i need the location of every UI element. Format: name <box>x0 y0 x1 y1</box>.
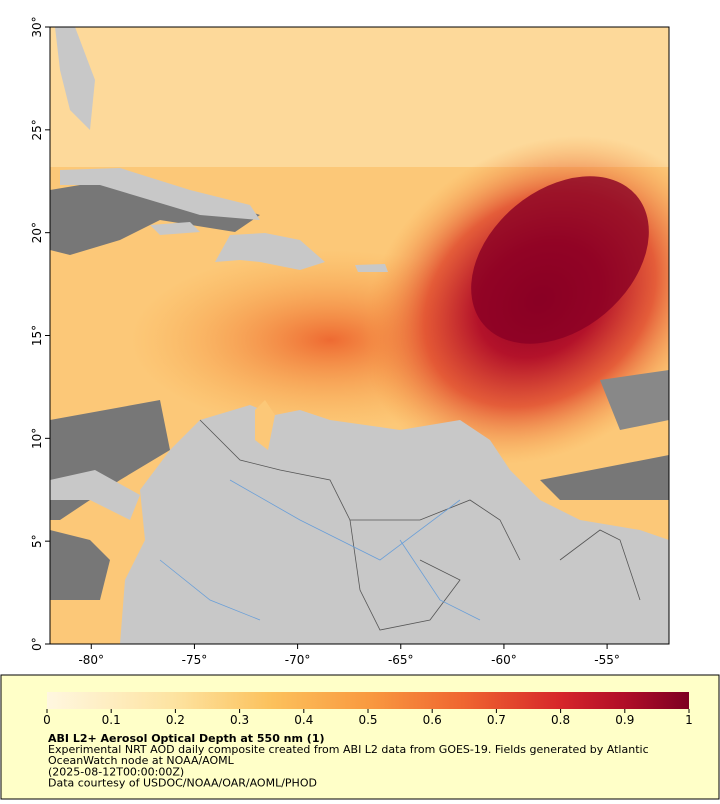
colorbar-tick-label: 0.2 <box>166 713 185 727</box>
colorbar-tick-label: 0.4 <box>294 713 313 727</box>
caption-line: Data courtesy of USDOC/NOAA/OAR/AOML/PHO… <box>48 777 317 790</box>
colorbar-tick-label: 0.7 <box>487 713 506 727</box>
y-tick-label: 25° <box>30 119 44 140</box>
x-tick-label: -75° <box>182 653 208 667</box>
colorbar-tick-label: 0.3 <box>230 713 249 727</box>
caption-line: OceanWatch node at NOAA/AOML <box>48 754 235 767</box>
y-tick-label: 10° <box>30 428 44 449</box>
x-tick-label: -65° <box>388 653 414 667</box>
y-tick-label: 20° <box>30 222 44 243</box>
x-tick-label: -70° <box>285 653 311 667</box>
y-tick-label: 0° <box>30 637 44 651</box>
x-tick-label: -80° <box>78 653 104 667</box>
colorbar-tick-label: 0 <box>43 713 51 727</box>
caption-line: (2025-08-12T00:00:00Z) <box>48 765 184 778</box>
x-tick-label: -60° <box>491 653 517 667</box>
colorbar-tick-label: 0.5 <box>358 713 377 727</box>
colorbar-tick-label: 0.1 <box>102 713 121 727</box>
x-tick-label: -55° <box>594 653 620 667</box>
colorbar-tick-label: 1 <box>685 713 693 727</box>
y-tick-label: 30° <box>30 16 44 37</box>
y-tick-label: 15° <box>30 325 44 346</box>
y-tick-label: 5° <box>30 534 44 548</box>
colorbar-tick-label: 0.8 <box>551 713 570 727</box>
colorbar <box>47 692 689 709</box>
map-image <box>50 27 669 644</box>
colorbar-tick-label: 0.9 <box>615 713 634 727</box>
caption-title: ABI L2+ Aerosol Optical Depth at 550 nm … <box>48 732 325 745</box>
caption-line: Experimental NRT AOD daily composite cre… <box>48 743 649 756</box>
colorbar-tick-label: 0.6 <box>423 713 442 727</box>
